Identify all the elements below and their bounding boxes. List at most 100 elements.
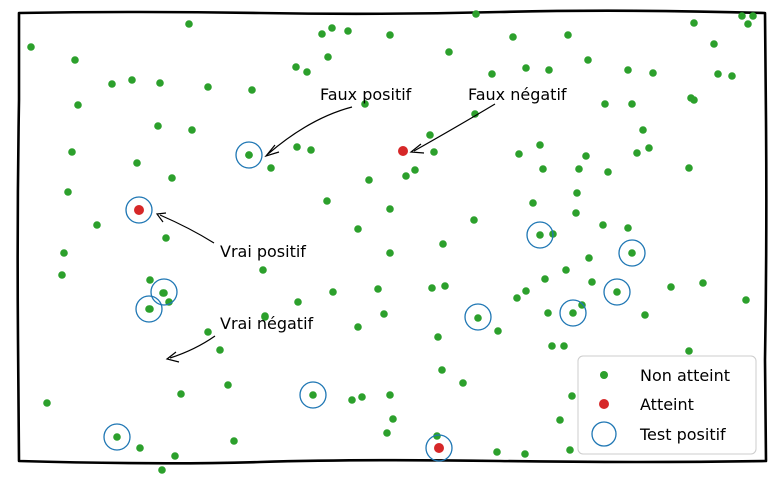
non-atteint-point [60, 249, 68, 257]
non-atteint-point [162, 234, 170, 242]
test-positif-ring [603, 278, 631, 306]
legend-non-atteint-label: Non atteint [640, 366, 730, 385]
non-atteint-point [699, 279, 707, 287]
arrow-faux-positif [267, 106, 353, 155]
non-atteint-point [171, 452, 179, 460]
test-positif-ring [135, 295, 163, 323]
non-atteint-point [521, 450, 529, 458]
non-atteint-point [488, 70, 496, 78]
non-atteint-point [562, 266, 570, 274]
non-atteint-point [573, 189, 581, 197]
arrowhead-faux-negatif [409, 143, 425, 154]
non-atteint-point [188, 126, 196, 134]
non-atteint-point [303, 68, 311, 76]
non-atteint-point [639, 126, 647, 134]
non-atteint-point [522, 287, 530, 295]
test-positif-ring [526, 221, 554, 249]
test-positif-ring [425, 434, 453, 462]
non-atteint-point [386, 31, 394, 39]
non-atteint-point [430, 148, 438, 156]
non-atteint-point [145, 305, 153, 313]
non-atteint-point [354, 225, 362, 233]
non-atteint-point [293, 143, 301, 151]
non-atteint-point [216, 346, 224, 354]
test-positif-ring [464, 303, 492, 331]
non-atteint-point [569, 309, 577, 317]
non-atteint-point [261, 312, 269, 320]
non-atteint-point [599, 221, 607, 229]
non-atteint-point [426, 131, 434, 139]
non-atteint-point [604, 168, 612, 176]
non-atteint-point [539, 165, 547, 173]
non-atteint-point [324, 53, 332, 61]
non-atteint-point [564, 31, 572, 39]
non-atteint-point [411, 166, 419, 174]
atteint-point [434, 443, 444, 453]
non-atteint-point [433, 432, 441, 440]
non-atteint-point [259, 266, 267, 274]
test-positif-ring [103, 423, 131, 451]
non-atteint-point [509, 33, 517, 41]
test-positif-ring [299, 381, 327, 409]
non-atteint-point [292, 63, 300, 71]
non-atteint-point [649, 69, 657, 77]
non-atteint-point [136, 444, 144, 452]
non-atteint-point [354, 323, 362, 331]
non-atteint-point [185, 20, 193, 28]
annotation-arrows [155, 103, 496, 363]
non-atteint-point [386, 391, 394, 399]
non-atteint-point [294, 298, 302, 306]
non-atteint-point [613, 288, 621, 296]
legend-atteint-label: Atteint [640, 395, 694, 414]
non-atteint-point [168, 174, 176, 182]
non-atteint-point [383, 429, 391, 437]
non-atteint-point [365, 176, 373, 184]
non-atteint-point [113, 433, 121, 441]
non-atteint-point [566, 446, 574, 454]
non-atteint-point [248, 86, 256, 94]
non-atteint-point [575, 165, 583, 173]
non-atteint-point [738, 12, 746, 20]
non-atteint-point [64, 188, 72, 196]
non-atteint-point [588, 278, 596, 286]
non-atteint-point [690, 96, 698, 104]
non-atteint-point [493, 448, 501, 456]
non-atteint-point [556, 416, 564, 424]
arrowhead-vrai-positif [155, 212, 167, 223]
non-atteint-point [93, 221, 101, 229]
non-atteint-point [402, 172, 410, 180]
non-atteint-point [513, 294, 521, 302]
non-atteint-point [572, 209, 580, 217]
non-atteint-point [536, 231, 544, 239]
non-atteint-point [624, 224, 632, 232]
non-atteint-point [43, 399, 51, 407]
non-atteint-point [541, 275, 549, 283]
non-atteint-point [344, 27, 352, 35]
non-atteint-point [177, 390, 185, 398]
non-atteint-point [459, 379, 467, 387]
non-atteint-point [128, 76, 136, 84]
non-atteint-point [358, 393, 366, 401]
non-atteint-point [329, 288, 337, 296]
non-atteint-point [690, 19, 698, 27]
non-atteint-point [441, 282, 449, 290]
legend-box [577, 355, 757, 455]
non-atteint-point [633, 149, 641, 157]
non-atteint-point [641, 311, 649, 319]
non-atteint-point [165, 298, 173, 306]
test-positif-rings [103, 141, 646, 462]
non-atteint-point [307, 146, 315, 154]
non-atteint-point [438, 366, 446, 374]
non-atteint-point [204, 328, 212, 336]
non-atteint-point [74, 101, 82, 109]
non-atteint-point [742, 296, 750, 304]
non-atteint-point [529, 199, 537, 207]
non-atteint-point [685, 347, 693, 355]
label-faux-negatif: Faux négatif [468, 85, 567, 104]
non-atteint-point [545, 66, 553, 74]
non-atteint-point [159, 289, 167, 297]
non-atteint-point [323, 197, 331, 205]
atteint-point [398, 146, 408, 156]
arrow-vrai-negatif [169, 335, 216, 359]
test-positif-ring [235, 141, 263, 169]
